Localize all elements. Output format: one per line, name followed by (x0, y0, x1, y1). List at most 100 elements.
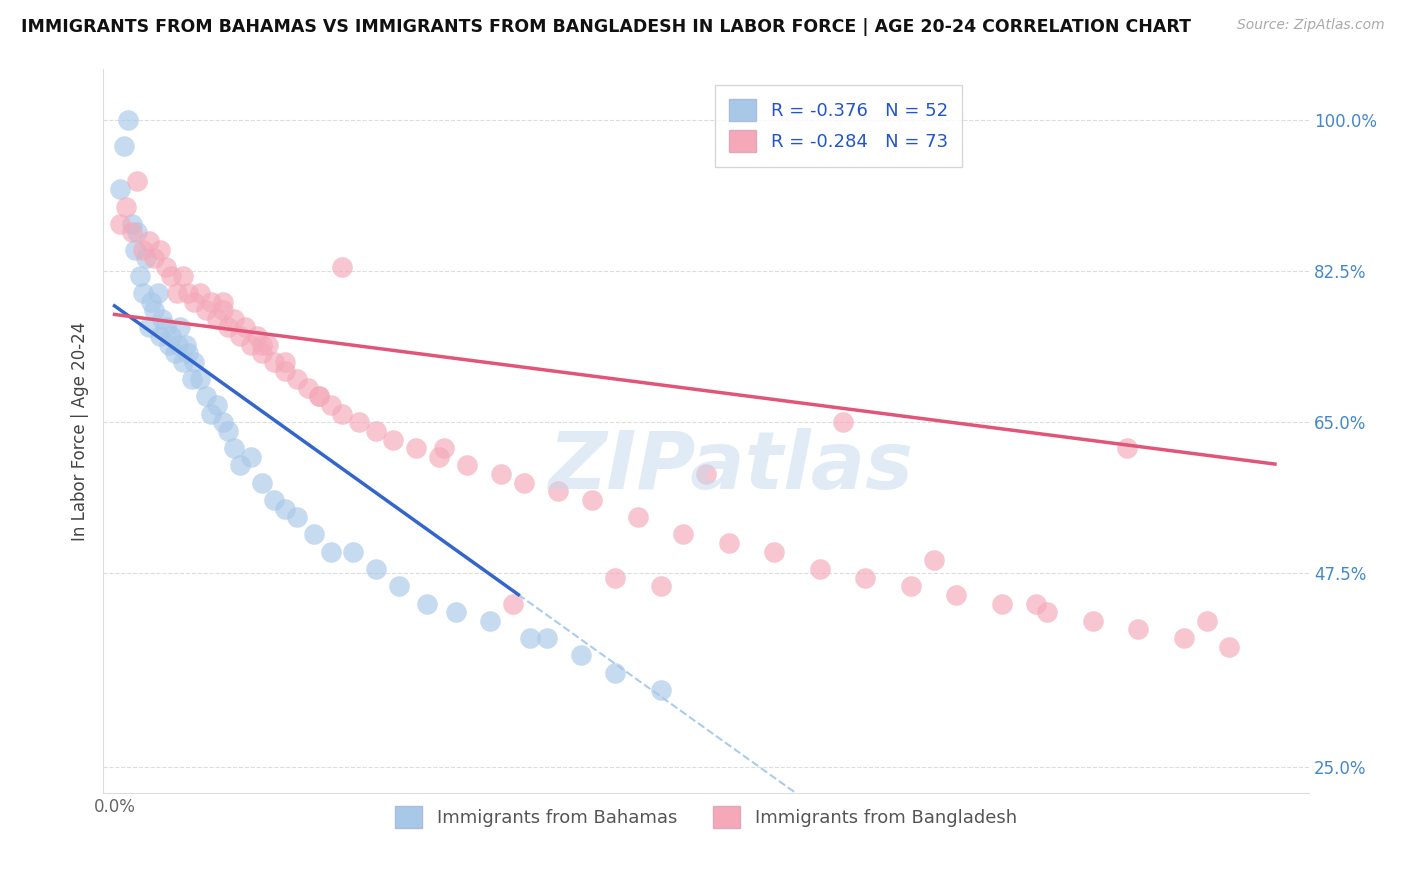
Point (308, 389, 330, 403)
Point (132, 243, 155, 257)
Point (128, 268, 150, 283)
Point (427, 450, 450, 464)
Point (166, 285, 188, 300)
Point (108, 182, 131, 196)
Point (900, 579, 922, 593)
Point (263, 492, 285, 507)
Point (121, 226, 143, 240)
Point (347, 415, 370, 429)
Point (155, 320, 177, 334)
Point (922, 553, 945, 567)
Point (366, 424, 388, 438)
Point (456, 458, 478, 473)
Point (1025, 597, 1047, 611)
Point (382, 433, 405, 447)
Point (177, 346, 200, 360)
Point (127, 174, 149, 188)
Point (581, 492, 603, 507)
Point (491, 467, 513, 481)
Point (416, 597, 439, 611)
Point (205, 398, 228, 412)
Point (1195, 614, 1218, 628)
Point (1116, 441, 1139, 455)
Point (991, 597, 1014, 611)
Point (853, 571, 876, 585)
Point (149, 329, 172, 343)
Y-axis label: In Labor Force | Age 20-24: In Labor Force | Age 20-24 (72, 321, 89, 541)
Point (217, 320, 239, 334)
Point (547, 484, 569, 499)
Text: IMMIGRANTS FROM BAHAMAS VS IMMIGRANTS FROM BANGLADESH IN LABOR FORCE | AGE 20-24: IMMIGRANTS FROM BAHAMAS VS IMMIGRANTS FR… (21, 18, 1191, 36)
Point (603, 665, 626, 680)
Point (263, 355, 285, 369)
Point (211, 294, 233, 309)
Point (274, 355, 297, 369)
Point (274, 363, 297, 377)
Point (157, 337, 180, 351)
Point (172, 268, 194, 283)
Point (174, 337, 197, 351)
Point (194, 389, 217, 403)
Point (1173, 631, 1195, 645)
Point (319, 545, 342, 559)
Point (124, 243, 146, 257)
Point (302, 527, 325, 541)
Point (233, 320, 256, 334)
Point (132, 285, 155, 300)
Point (138, 234, 160, 248)
Point (1128, 623, 1150, 637)
Point (143, 303, 166, 318)
Point (240, 337, 263, 351)
Point (188, 372, 211, 386)
Point (808, 562, 831, 576)
Point (222, 441, 245, 455)
Point (180, 372, 202, 386)
Point (285, 510, 308, 524)
Point (135, 252, 157, 266)
Point (342, 545, 364, 559)
Point (115, 200, 138, 214)
Point (650, 682, 672, 697)
Point (366, 562, 388, 576)
Point (139, 294, 162, 309)
Point (150, 311, 173, 326)
Point (405, 441, 427, 455)
Text: ZIPatlas: ZIPatlas (548, 428, 912, 506)
Point (603, 571, 626, 585)
Point (717, 536, 740, 550)
Point (308, 389, 330, 403)
Point (160, 268, 183, 283)
Point (211, 303, 233, 318)
Point (240, 450, 263, 464)
Point (228, 329, 250, 343)
Point (200, 407, 222, 421)
Point (138, 320, 160, 334)
Point (319, 398, 342, 412)
Point (246, 329, 269, 343)
Point (167, 337, 190, 351)
Point (211, 415, 233, 429)
Point (177, 285, 200, 300)
Point (228, 458, 250, 473)
Point (160, 329, 183, 343)
Point (330, 407, 353, 421)
Point (672, 527, 695, 541)
Point (536, 631, 558, 645)
Text: Source: ZipAtlas.com: Source: ZipAtlas.com (1237, 18, 1385, 32)
Point (149, 243, 172, 257)
Point (252, 337, 274, 351)
Point (519, 631, 541, 645)
Point (650, 579, 672, 593)
Point (274, 501, 297, 516)
Point (155, 260, 177, 274)
Legend: Immigrants from Bahamas, Immigrants from Bangladesh: Immigrants from Bahamas, Immigrants from… (388, 798, 1024, 835)
Point (330, 260, 353, 274)
Point (222, 311, 245, 326)
Point (444, 605, 467, 619)
Point (252, 475, 274, 490)
Point (297, 381, 319, 395)
Point (695, 467, 717, 481)
Point (217, 424, 239, 438)
Point (163, 346, 186, 360)
Point (108, 217, 131, 231)
